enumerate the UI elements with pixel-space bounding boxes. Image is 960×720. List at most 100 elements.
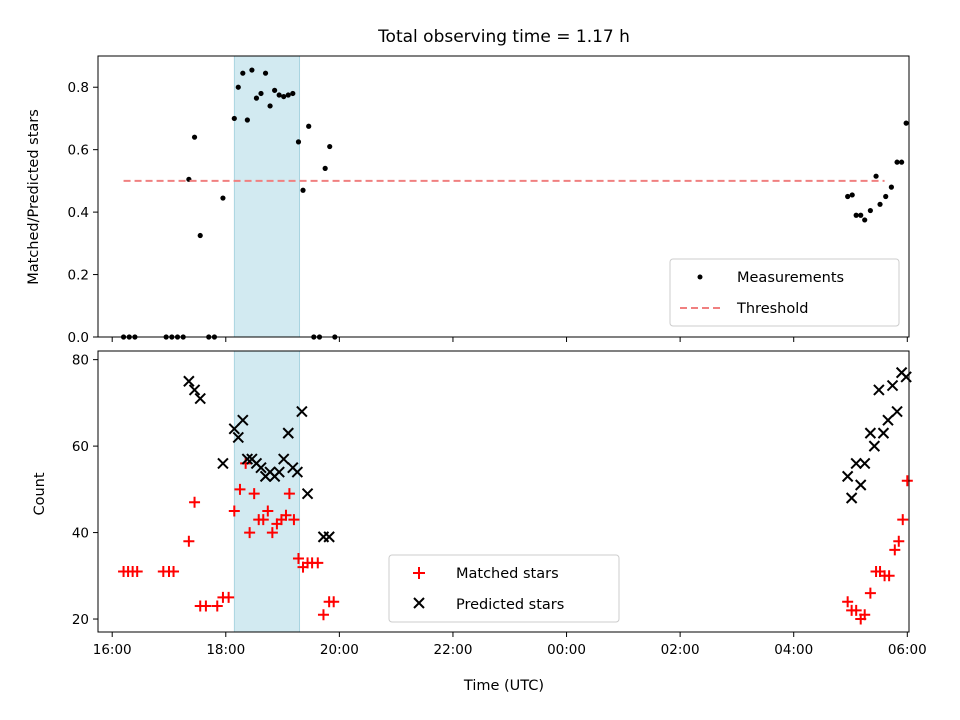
matched-star-point <box>183 535 195 547</box>
measurement-point <box>862 217 868 223</box>
predicted-star-point <box>891 405 903 418</box>
y-tick-label: 0.6 <box>68 143 89 159</box>
measurement-point <box>240 70 246 76</box>
x-tick-label: 16:00 <box>93 642 132 658</box>
measurement-point <box>883 193 889 200</box>
matched-star-point <box>292 553 304 565</box>
y-tick-label: 40 <box>72 526 89 542</box>
measurement-point <box>258 90 264 97</box>
count-legend-box <box>388 554 620 623</box>
predicted-star-point <box>183 375 195 387</box>
x-tick-label: 18:00 <box>206 642 245 658</box>
measurement-point <box>262 70 269 76</box>
matched-star-point <box>312 557 324 569</box>
measurement-point <box>849 192 855 198</box>
matched-star-point <box>850 604 862 616</box>
measurement-point <box>231 115 237 122</box>
measurement-point <box>272 87 278 93</box>
measurement-point <box>903 120 909 126</box>
predicted-star-point <box>855 479 867 491</box>
count-plot-frame <box>97 350 910 633</box>
measurement-point <box>276 92 282 98</box>
predicted-star-point <box>282 427 294 439</box>
predicted-star-point <box>323 531 335 543</box>
measurement-point <box>845 193 851 200</box>
predicted-star-point <box>228 423 241 435</box>
chart-title: Total observing time = 1.17 h <box>377 27 630 47</box>
matched-star-point <box>211 600 223 612</box>
x-tick-label: 04:00 <box>774 642 813 658</box>
predicted-star-point <box>882 414 894 426</box>
predicted-star-point <box>237 414 249 426</box>
predicted-star-point <box>217 457 229 470</box>
matched-star-point <box>864 587 876 599</box>
predicted-star-point <box>194 392 206 405</box>
x-tick-label: 22:00 <box>434 642 473 658</box>
matched-star-point <box>228 505 240 517</box>
measurement-point <box>191 134 198 140</box>
measurement-point <box>281 93 287 100</box>
measurement-point <box>327 143 333 150</box>
y-tick-label: 0.8 <box>68 80 89 96</box>
matched-star-point <box>283 488 295 500</box>
matched-star-point <box>842 596 854 608</box>
measurement-point <box>197 232 203 239</box>
matched-star-point <box>280 509 292 521</box>
predicted-star-point <box>291 466 304 478</box>
predicted-star-point <box>232 431 244 444</box>
legend-matched-marker <box>413 567 425 579</box>
measurement-point <box>877 201 883 207</box>
predicted-star-point <box>864 427 877 439</box>
x-tick-label: 00:00 <box>547 642 586 658</box>
matched-star-point <box>317 609 329 621</box>
measurement-point <box>322 165 328 171</box>
measurement-point <box>249 67 255 73</box>
legend-matched-label: Matched stars <box>456 566 559 582</box>
x-tick-label: 06:00 <box>888 642 927 658</box>
y-tick-label: 80 <box>72 353 89 369</box>
ratio-legend-box <box>669 258 900 327</box>
y-tick-label: 20 <box>72 612 89 628</box>
measurement-point <box>220 195 226 201</box>
legend-measurements-label: Measurements <box>737 270 844 286</box>
matched-star-point <box>328 596 340 608</box>
matched-star-point <box>200 600 212 612</box>
y-tick-label: 0.2 <box>68 268 89 284</box>
predicted-star-point <box>301 487 314 500</box>
count-y-axis-label: Count <box>32 472 48 515</box>
matched-star-point <box>223 591 235 603</box>
measurement-point <box>235 84 241 90</box>
predicted-star-point <box>278 453 290 465</box>
predicted-star-point <box>188 384 201 396</box>
matched-star-point <box>897 514 909 526</box>
matched-star-point <box>889 544 901 556</box>
measurement-point <box>295 139 302 145</box>
measurement-point <box>888 184 894 190</box>
predicted-star-point <box>873 384 885 396</box>
measurement-point <box>853 212 859 218</box>
predicted-star-point <box>850 457 862 470</box>
ratio-y-axis-label: Matched/Predicted stars <box>26 109 42 285</box>
y-tick-label: 60 <box>72 439 89 455</box>
predicted-star-point <box>877 427 890 439</box>
ratio-panel: 0.00.20.40.60.8 Matched/Predicted stars … <box>26 55 910 346</box>
matched-star-point <box>883 570 895 582</box>
matched-star-point <box>234 483 246 495</box>
predicted-star-point <box>255 462 267 474</box>
predicted-star-point <box>858 457 871 470</box>
predicted-star-point <box>845 492 858 504</box>
matched-star-point <box>189 496 201 508</box>
matched-star-point <box>893 535 905 547</box>
measurement-point <box>899 159 905 165</box>
matched-star-point <box>901 475 913 487</box>
predicted-star-point <box>886 379 899 392</box>
predicted-star-point <box>841 470 854 483</box>
x-tick-label: 20:00 <box>320 642 359 658</box>
measurement-point <box>290 90 296 97</box>
measurement-point <box>867 207 873 214</box>
ratio-plot-frame <box>97 55 910 338</box>
predicted-star-point <box>296 405 308 418</box>
x-axis-label: Time (UTC) <box>463 678 544 694</box>
matched-star-point <box>266 527 278 539</box>
measurement-point <box>253 95 260 101</box>
